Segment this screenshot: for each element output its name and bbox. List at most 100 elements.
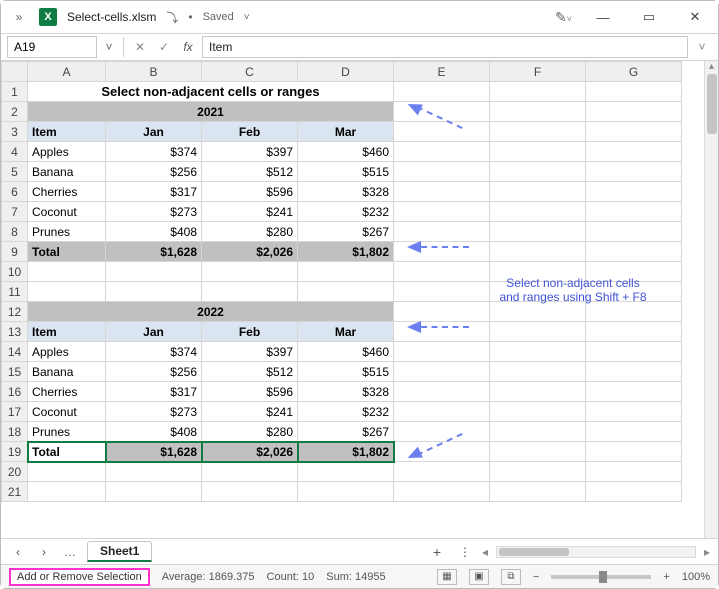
total-label[interactable]: Total [28, 242, 106, 262]
row-header[interactable]: 3 [2, 122, 28, 142]
name-box[interactable]: A19 [7, 36, 97, 58]
row-header[interactable]: 1 [2, 82, 28, 102]
col-header-b[interactable]: B [106, 62, 202, 82]
cell[interactable]: Banana [28, 162, 106, 182]
row-header[interactable]: 15 [2, 362, 28, 382]
formula-input[interactable]: Item [202, 36, 688, 58]
cell[interactable]: $280 [202, 222, 298, 242]
cell[interactable]: $280 [202, 422, 298, 442]
fx-label[interactable]: fx [178, 40, 198, 54]
sheet-tab[interactable]: Sheet1 [87, 541, 152, 562]
view-page-break-icon[interactable]: ⧉ [501, 569, 521, 585]
row-header[interactable]: 14 [2, 342, 28, 362]
view-normal-icon[interactable]: ▦ [437, 569, 457, 585]
row-header[interactable]: 19 [2, 442, 28, 462]
header-feb[interactable]: Feb [202, 322, 298, 342]
col-header-f[interactable]: F [490, 62, 586, 82]
cell[interactable]: Cherries [28, 182, 106, 202]
cell[interactable]: Coconut [28, 202, 106, 222]
cell[interactable]: $273 [106, 402, 202, 422]
row-header[interactable]: 5 [2, 162, 28, 182]
col-header-e[interactable]: E [394, 62, 490, 82]
cell[interactable]: $267 [298, 222, 394, 242]
row-header[interactable]: 8 [2, 222, 28, 242]
col-header-d[interactable]: D [298, 62, 394, 82]
zoom-level[interactable]: 100% [682, 571, 710, 583]
header-mar[interactable]: Mar [298, 322, 394, 342]
zoom-slider[interactable] [551, 575, 651, 579]
cell[interactable]: $512 [202, 362, 298, 382]
header-jan[interactable]: Jan [106, 322, 202, 342]
row-header[interactable]: 2 [2, 102, 28, 122]
cell[interactable]: $317 [106, 182, 202, 202]
close-button[interactable]: ✕ [680, 2, 710, 32]
cell[interactable]: Apples [28, 142, 106, 162]
header-feb[interactable]: Feb [202, 122, 298, 142]
total-cell[interactable]: $1,802 [298, 442, 394, 462]
total-cell[interactable]: $1,628 [106, 442, 202, 462]
row-header[interactable]: 12 [2, 302, 28, 322]
cell[interactable]: $515 [298, 162, 394, 182]
cell[interactable]: $267 [298, 422, 394, 442]
ribbon-chevrons-icon[interactable]: » [9, 10, 29, 24]
cell[interactable]: $328 [298, 382, 394, 402]
row-header[interactable]: 16 [2, 382, 28, 402]
row-header[interactable]: 10 [2, 262, 28, 282]
tab-nav-next[interactable]: › [35, 545, 53, 559]
cell[interactable]: $256 [106, 362, 202, 382]
tab-nav-more[interactable]: … [61, 545, 79, 559]
row-header[interactable]: 17 [2, 402, 28, 422]
formula-cancel-icon[interactable]: ✕ [130, 40, 150, 54]
cell[interactable]: $374 [106, 342, 202, 362]
cell[interactable]: $408 [106, 222, 202, 242]
active-cell[interactable]: Total [28, 442, 106, 462]
cell[interactable]: $596 [202, 382, 298, 402]
cell[interactable]: $460 [298, 142, 394, 162]
header-mar[interactable]: Mar [298, 122, 394, 142]
year-cell[interactable]: 2022 [28, 302, 394, 322]
cell[interactable]: $596 [202, 182, 298, 202]
row-header[interactable]: 4 [2, 142, 28, 162]
zoom-in-button[interactable]: + [663, 571, 669, 583]
cell[interactable]: $273 [106, 202, 202, 222]
cell[interactable]: Prunes [28, 422, 106, 442]
cell[interactable]: Cherries [28, 382, 106, 402]
view-page-layout-icon[interactable]: ▣ [469, 569, 489, 585]
sheet-title[interactable]: Select non-adjacent cells or ranges [28, 82, 394, 102]
cell[interactable]: $232 [298, 402, 394, 422]
name-box-dropdown-icon[interactable]: ˅ [101, 40, 117, 54]
pen-icon[interactable]: ✎˅ [555, 9, 572, 26]
cell[interactable]: $374 [106, 142, 202, 162]
cell[interactable]: Banana [28, 362, 106, 382]
cell[interactable]: $397 [202, 342, 298, 362]
maximize-button[interactable]: ▭ [634, 2, 664, 32]
row-header[interactable]: 18 [2, 422, 28, 442]
row-header[interactable]: 11 [2, 282, 28, 302]
header-item[interactable]: Item [28, 322, 106, 342]
horizontal-scrollbar[interactable] [496, 546, 696, 558]
total-cell[interactable]: $2,026 [202, 442, 298, 462]
cell[interactable]: $515 [298, 362, 394, 382]
total-cell[interactable]: $2,026 [202, 242, 298, 262]
total-cell[interactable]: $1,802 [298, 242, 394, 262]
minimize-button[interactable]: — [588, 2, 618, 32]
cell[interactable]: $328 [298, 182, 394, 202]
header-item[interactable]: Item [28, 122, 106, 142]
vertical-scrollbar[interactable]: ▴ [704, 61, 718, 538]
cell[interactable]: $256 [106, 162, 202, 182]
cell[interactable]: $397 [202, 142, 298, 162]
col-header-g[interactable]: G [586, 62, 682, 82]
cell[interactable]: $317 [106, 382, 202, 402]
cell[interactable]: $241 [202, 402, 298, 422]
year-cell[interactable]: 2021 [28, 102, 394, 122]
col-header-c[interactable]: C [202, 62, 298, 82]
cell[interactable]: $460 [298, 342, 394, 362]
zoom-out-button[interactable]: − [533, 571, 539, 583]
row-header[interactable]: 20 [2, 462, 28, 482]
row-header[interactable]: 21 [2, 482, 28, 502]
formula-expand-icon[interactable]: ˅ [692, 40, 712, 54]
tabs-menu-icon[interactable]: ⋮ [456, 545, 474, 559]
row-header[interactable]: 13 [2, 322, 28, 342]
total-cell[interactable]: $1,628 [106, 242, 202, 262]
row-header[interactable]: 6 [2, 182, 28, 202]
